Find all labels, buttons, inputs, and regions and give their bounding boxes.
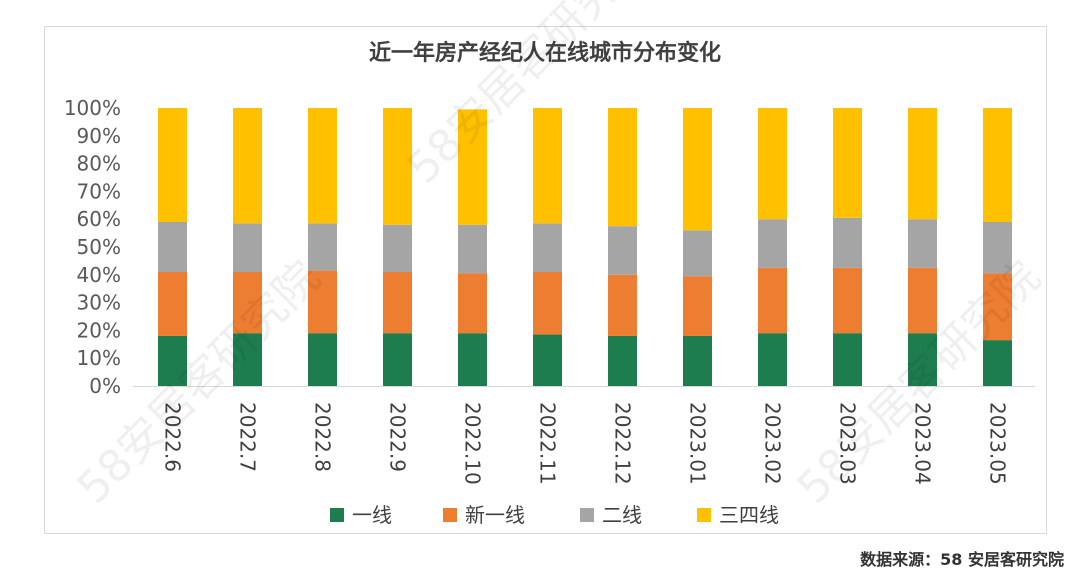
- bar-segment: [683, 335, 712, 386]
- bar-segment: [233, 108, 262, 224]
- x-tick-label: 2022.10: [461, 402, 485, 485]
- bar-segment: [458, 273, 487, 334]
- bar-segment: [908, 108, 937, 220]
- bar-segment: [458, 333, 487, 386]
- x-tick-label: 2022.8: [311, 402, 335, 472]
- bar-segment: [758, 219, 787, 268]
- bar-segment: [383, 108, 412, 225]
- bar-segment: [608, 335, 637, 386]
- bar-segment: [758, 108, 787, 220]
- legend-swatch: [580, 508, 594, 522]
- bar-segment: [983, 340, 1012, 386]
- data-source: 数据来源：58 安居客研究院: [860, 550, 1064, 569]
- bar-segment: [983, 108, 1012, 222]
- bar-segment: [383, 224, 412, 273]
- bar-segment: [608, 274, 637, 336]
- bar-segment: [158, 221, 187, 273]
- bar-segment: [158, 272, 187, 336]
- y-tick-label: 20%: [77, 318, 121, 342]
- x-tick-label: 2022.6: [161, 402, 185, 472]
- legend-label: 新一线: [465, 503, 525, 527]
- legend-swatch: [330, 508, 344, 522]
- x-tick-label: 2023.05: [986, 402, 1010, 485]
- bar-segment: [158, 108, 187, 222]
- y-tick-label: 40%: [77, 263, 121, 287]
- bar-segment: [458, 224, 487, 274]
- bar-segment: [233, 223, 262, 273]
- chart-title: 近一年房产经纪人在线城市分布变化: [369, 40, 721, 66]
- bar-segment: [833, 333, 862, 386]
- bar-segment: [158, 335, 187, 386]
- y-tick-label: 50%: [77, 235, 121, 259]
- bar-segment: [833, 217, 862, 268]
- bar-segment: [833, 108, 862, 218]
- bar-segment: [383, 333, 412, 386]
- x-tick-label: 2022.12: [611, 402, 635, 485]
- y-tick-label: 30%: [77, 291, 121, 315]
- y-axis: 0% 10% 20% 30% 40% 50% 60% 70% 80% 90% 100%: [64, 96, 121, 398]
- y-tick-label: 80%: [77, 152, 121, 176]
- legend: 一线 新一线 二线 三四线: [330, 503, 779, 527]
- bar-segment: [833, 267, 862, 334]
- bar-segment: [683, 230, 712, 277]
- x-tick-label: 2022.7: [236, 402, 260, 472]
- x-tick-label: 2023.03: [836, 402, 860, 485]
- stacked-bar-chart: 近一年房产经纪人在线城市分布变化 0% 10% 20% 30% 40% 50% 60% 70%…: [64, 40, 1035, 527]
- y-tick-label: 100%: [64, 96, 121, 120]
- bar-segment: [608, 108, 637, 227]
- legend-swatch: [443, 508, 457, 522]
- y-tick-label: 0%: [89, 374, 121, 398]
- legend-label: 一线: [352, 503, 392, 527]
- bar-segment: [308, 108, 337, 224]
- y-tick-label: 10%: [77, 346, 121, 370]
- bar-segment: [758, 267, 787, 334]
- legend-label: 二线: [602, 503, 642, 527]
- bar-segment: [233, 333, 262, 386]
- bar-segment: [908, 267, 937, 334]
- bar-segment: [683, 276, 712, 336]
- bar-segment: [233, 272, 262, 334]
- x-tick-label: 2022.11: [536, 402, 560, 485]
- bar-segment: [383, 272, 412, 334]
- bar-segment: [308, 333, 337, 386]
- x-tick-label: 2022.9: [386, 402, 410, 472]
- bar-segment: [908, 333, 937, 386]
- bar-segment: [533, 334, 562, 386]
- bar-segment: [458, 109, 487, 225]
- x-tick-label: 2023.04: [911, 402, 935, 485]
- bar-segment: [983, 221, 1012, 274]
- x-axis: 2022.6 2022.7 2022.8 2022.9 2022.10 2022.11 20…: [161, 402, 1010, 485]
- bar-segment: [908, 219, 937, 268]
- y-tick-label: 60%: [77, 207, 121, 231]
- legend-swatch: [697, 508, 711, 522]
- bar-segment: [983, 273, 1012, 341]
- bar-segment: [533, 108, 562, 224]
- bar-segment: [533, 272, 562, 335]
- bar-segment: [533, 223, 562, 273]
- x-tick-label: 2023.01: [686, 402, 710, 485]
- chart-frame: 近一年房产经纪人在线城市分布变化 0% 10% 20% 30% 40% 50% 60% 70%…: [44, 26, 1047, 534]
- bar-segment: [683, 108, 712, 231]
- legend-label: 三四线: [719, 503, 779, 527]
- y-tick-label: 70%: [77, 179, 121, 203]
- bar-segment: [308, 223, 337, 271]
- y-tick-label: 90%: [77, 124, 121, 148]
- x-tick-label: 2023.02: [761, 402, 785, 485]
- bar-segment: [758, 333, 787, 386]
- bar-segment: [308, 270, 337, 334]
- bar-area: [133, 108, 1035, 387]
- bar-segment: [608, 226, 637, 275]
